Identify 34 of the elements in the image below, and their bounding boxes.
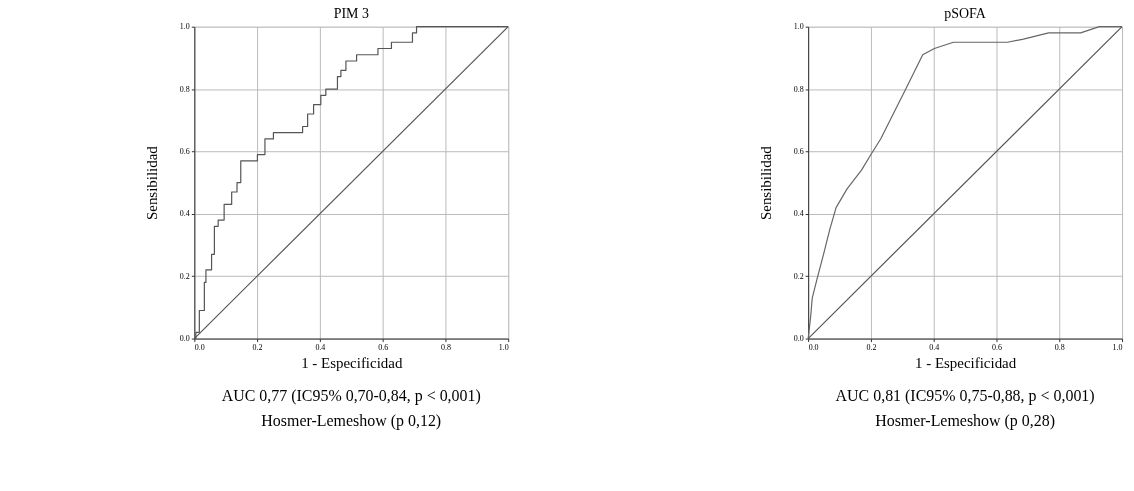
x-axis-title: 1 - Especificidad — [914, 354, 1017, 371]
x-tick-label: 0.6 — [992, 343, 1002, 353]
x-tick-label: 1.0 — [498, 343, 509, 353]
x-tick-label: 0.4 — [315, 343, 326, 353]
y-tick-label: 0.8 — [793, 84, 804, 94]
y-tick-label: 0.2 — [793, 271, 804, 281]
chart-title: pSOFA — [944, 5, 986, 21]
x-tick-label: 0.4 — [929, 343, 940, 353]
x-tick-label: 0.8 — [1054, 343, 1065, 353]
y-tick-label: 0.4 — [793, 209, 804, 219]
y-tick-label: 0.8 — [179, 84, 190, 94]
text: Hosmer-Lemeshow (p 0,12) — [261, 412, 442, 431]
chart-title: PIM 3 — [333, 5, 369, 21]
y-tick-label: 0.0 — [179, 334, 190, 344]
x-tick-label: 0.2 — [252, 343, 263, 353]
text: Hosmer-Lemeshow (p 0,28) — [875, 412, 1056, 431]
x-tick-label: 1.0 — [1112, 343, 1123, 353]
y-tick-label: 0.2 — [179, 271, 190, 281]
y-axis-title: Sensibilidad — [757, 145, 774, 221]
y-tick-label: 0.4 — [179, 209, 190, 219]
y-tick-label: 0.0 — [793, 334, 804, 344]
text: AUC 0,81 (IC95% 0,75-0,88, p < 0,001) — [835, 387, 1095, 406]
y-axis-title: Sensibilidad — [143, 145, 160, 221]
x-tick-label: 0.6 — [378, 343, 389, 353]
x-tick-label: 0.2 — [866, 343, 877, 353]
y-tick-label: 0.6 — [793, 146, 804, 156]
x-axis-title: 1 - Especificidad — [301, 354, 403, 371]
y-tick-label: 0.6 — [179, 146, 190, 156]
x-tick-label: 0.8 — [440, 343, 451, 353]
y-tick-label: 1.0 — [793, 22, 804, 32]
x-tick-label: 0.0 — [808, 343, 819, 353]
text: AUC 0,77 (IC95% 0,70-0,84, p < 0,001) — [221, 387, 481, 406]
x-tick-label: 0.0 — [194, 343, 205, 353]
y-tick-label: 1.0 — [179, 22, 190, 32]
